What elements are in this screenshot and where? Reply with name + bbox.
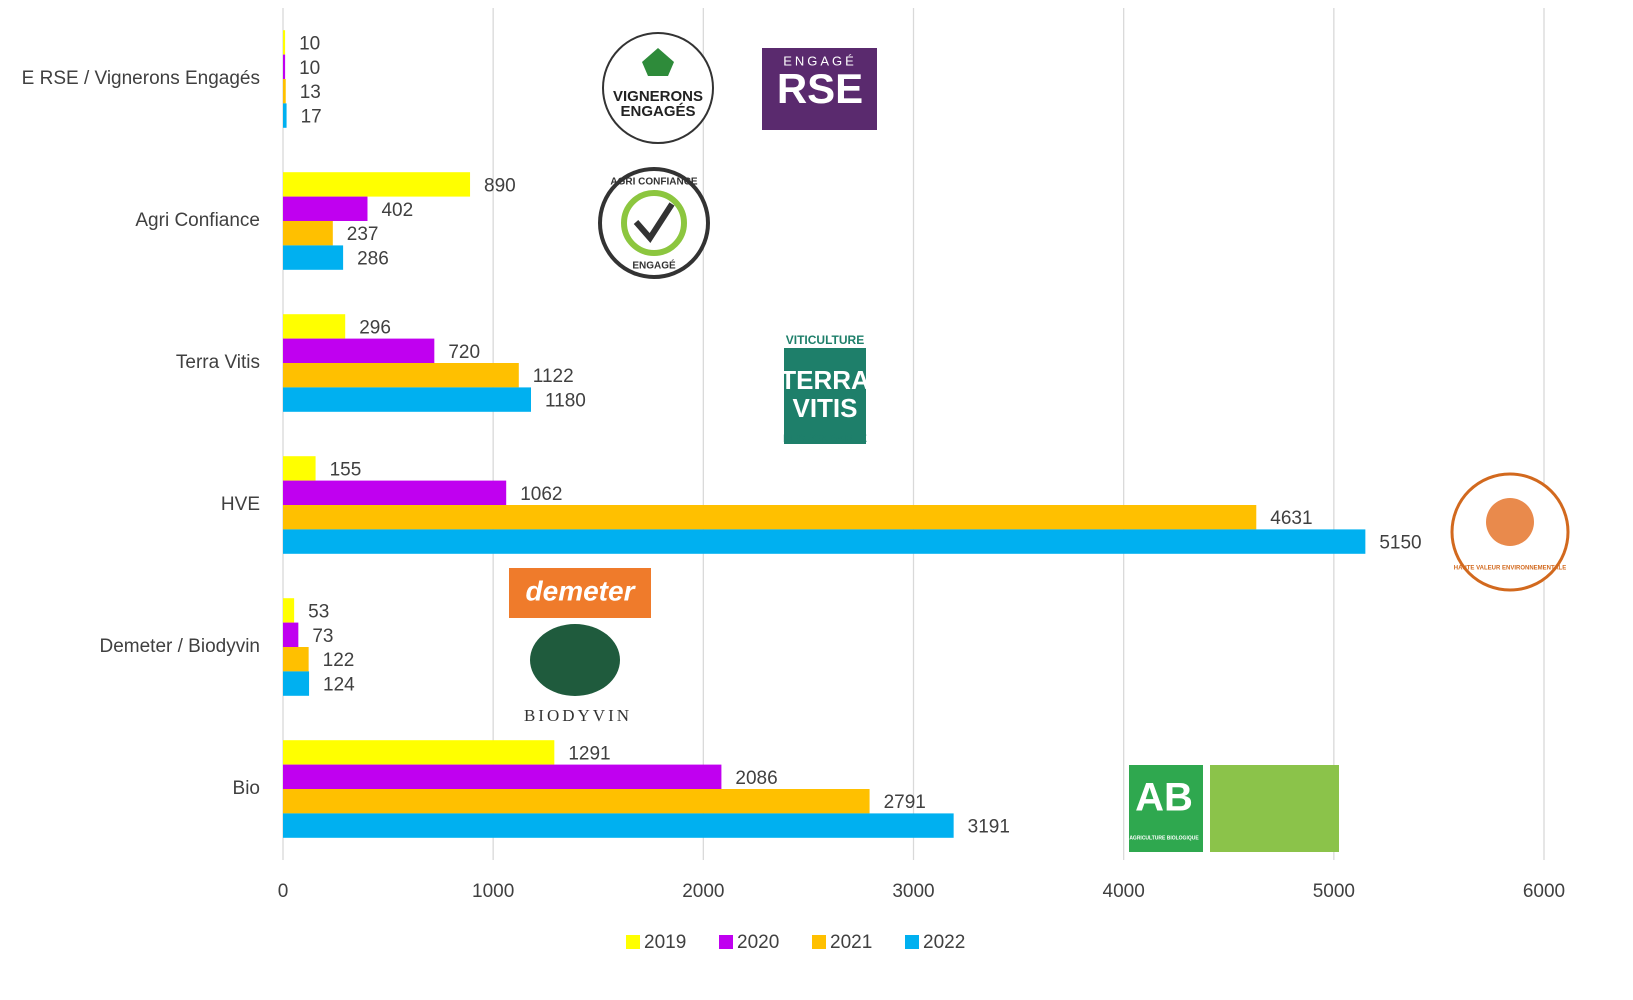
legend-swatch <box>626 935 640 949</box>
data-label: 53 <box>308 601 329 622</box>
y-tick-label: E RSE / Vignerons Engagés <box>22 68 260 89</box>
bar <box>283 813 954 838</box>
logo <box>621 190 687 256</box>
logo <box>1486 498 1534 546</box>
logo-text: BIODYVIN <box>524 706 632 725</box>
logo-text: AGRI CONFIANCE <box>610 177 698 188</box>
legend-label: 2019 <box>644 932 686 953</box>
bar <box>283 221 333 246</box>
data-label: 10 <box>299 33 320 54</box>
data-label: 3191 <box>968 817 1010 838</box>
data-label: 2086 <box>735 768 777 789</box>
bar <box>283 196 368 221</box>
x-tick-label: 5000 <box>1313 881 1355 902</box>
bar <box>283 789 870 814</box>
data-label: 13 <box>300 82 321 103</box>
logo-text: VITIS <box>792 393 857 423</box>
data-label: 720 <box>448 342 480 363</box>
logo <box>1129 765 1203 852</box>
y-tick-label: HVE <box>221 494 260 515</box>
bar <box>283 245 344 270</box>
logo <box>642 48 674 76</box>
data-label: 1291 <box>568 743 610 764</box>
logo-text: HAUTE VALEUR ENVIRONNEMENTALE <box>1454 566 1566 572</box>
data-label: 124 <box>323 675 355 696</box>
data-label: 286 <box>357 249 389 270</box>
x-tick-label: 2000 <box>682 881 724 902</box>
bar <box>283 338 435 363</box>
bar <box>283 314 346 339</box>
bar <box>283 172 471 197</box>
data-label: 17 <box>301 107 322 128</box>
data-label: 2791 <box>884 792 926 813</box>
x-tick-label: 6000 <box>1523 881 1565 902</box>
data-label: 10 <box>299 58 320 79</box>
bar <box>283 363 519 388</box>
data-label: 1062 <box>520 484 562 505</box>
bar <box>283 622 299 647</box>
logo-text: RESPONSABLE <box>783 433 867 445</box>
logo-text: VIGNERONS <box>613 88 703 105</box>
x-tick-label: 4000 <box>1103 881 1145 902</box>
logo-text: ENGAGÉS <box>620 103 695 120</box>
x-tick-label: 3000 <box>892 881 934 902</box>
bar <box>283 54 286 79</box>
bar <box>283 387 531 412</box>
data-label: 1122 <box>533 366 574 387</box>
logo <box>602 32 714 144</box>
legend-label: 2020 <box>737 932 779 953</box>
data-label: 155 <box>330 459 362 480</box>
logo <box>1210 765 1339 852</box>
logo <box>633 202 675 243</box>
logo <box>530 624 620 696</box>
logo <box>509 568 651 618</box>
legend-label: 2022 <box>923 932 965 953</box>
y-tick-label: Demeter / Biodyvin <box>99 636 260 657</box>
data-label: 73 <box>312 626 333 647</box>
legend-label: 2021 <box>830 932 872 953</box>
logo <box>784 348 866 444</box>
bar <box>283 740 555 765</box>
x-tick-label: 1000 <box>472 881 514 902</box>
bar <box>283 529 1366 554</box>
bar <box>283 598 295 623</box>
logo <box>762 48 877 130</box>
logo-text: TERRA <box>780 365 870 395</box>
logo-text: VITICULTURE <box>786 333 864 347</box>
y-tick-label: Bio <box>233 778 260 799</box>
bar <box>283 647 309 672</box>
data-label: 890 <box>484 175 516 196</box>
logo <box>784 335 866 348</box>
y-tick-label: Terra Vitis <box>176 352 260 373</box>
bar <box>283 480 507 505</box>
logo <box>598 167 710 279</box>
logo-text: ENGAGÉ <box>632 259 676 272</box>
x-tick-label: 0 <box>278 881 289 902</box>
data-label: 1180 <box>545 391 586 412</box>
bar <box>283 764 722 789</box>
bar <box>283 505 1257 530</box>
legend-swatch <box>719 935 733 949</box>
bar <box>283 456 316 481</box>
logo-text: AGRICULTURE BIOLOGIQUE <box>1129 835 1199 841</box>
data-label: 122 <box>323 650 355 671</box>
logo-text: RSE <box>777 65 863 112</box>
data-label: 402 <box>381 200 413 221</box>
bar <box>283 671 310 696</box>
legend-swatch <box>812 935 826 949</box>
legend-swatch <box>905 935 919 949</box>
data-label: 296 <box>359 317 391 338</box>
y-tick-label: Agri Confiance <box>135 210 260 231</box>
bar <box>283 103 287 128</box>
logo-text: AB <box>1135 776 1193 820</box>
bar <box>283 30 286 55</box>
data-label: 4631 <box>1270 508 1312 529</box>
logo-text: demeter <box>526 575 637 606</box>
bar <box>283 79 286 104</box>
logo-text: ENGAGÉ <box>783 53 857 68</box>
data-label: 237 <box>347 224 379 245</box>
data-label: 5150 <box>1379 533 1421 554</box>
